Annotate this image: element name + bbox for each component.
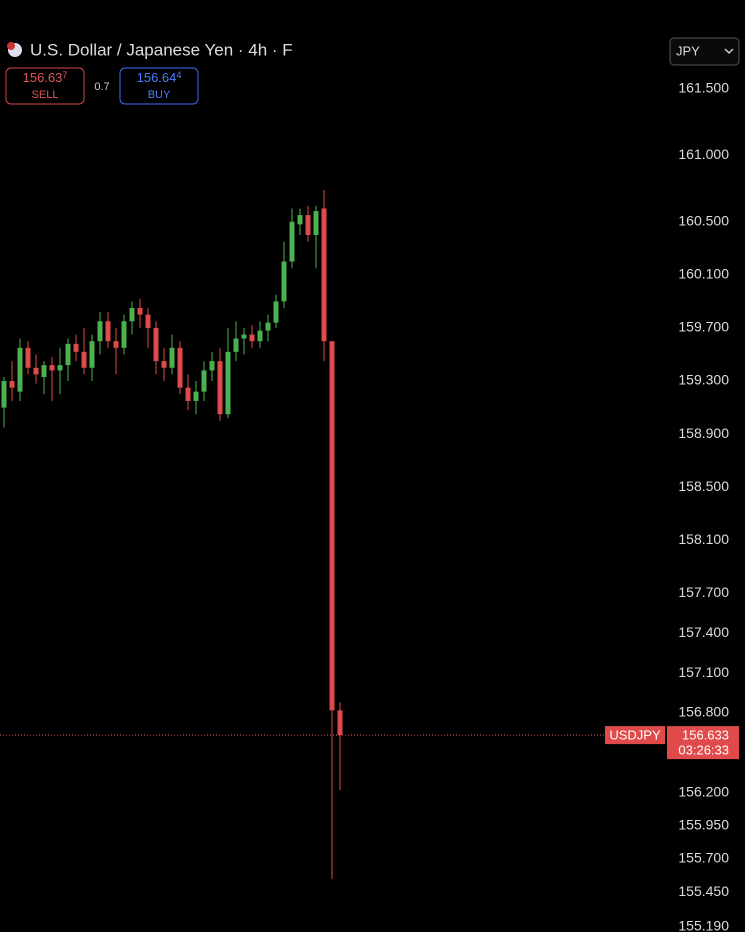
- candle-body: [241, 334, 247, 339]
- y-tick-label: 158.500: [678, 478, 729, 494]
- y-tick-label: 161.000: [678, 146, 729, 162]
- candle-body: [161, 361, 167, 368]
- plot-area: 161.500 161.000 160.500 160.100 159.700 159.3…: [0, 80, 739, 932]
- candle-body: [129, 308, 135, 322]
- candle-body: [297, 215, 303, 225]
- symbol-tag: [605, 726, 665, 745]
- y-tick-label: 159.700: [678, 319, 729, 335]
- candle-body: [169, 347, 175, 368]
- y-tick-label: 155.450: [678, 883, 729, 899]
- y-tick-label: 157.400: [678, 624, 729, 640]
- y-tick-label: 157.100: [678, 664, 729, 680]
- candle-body: [193, 391, 199, 401]
- header: U.S. Dollar / Japanese Yen · 4h · F 156.…: [5, 37, 740, 105]
- candle-body: [49, 365, 55, 371]
- candle-body: [81, 351, 87, 368]
- candle-body: [121, 321, 127, 348]
- candle-body: [313, 211, 319, 235]
- candle-body: [137, 308, 143, 315]
- sell-price: 156.637: [23, 70, 68, 85]
- candle-body: [209, 361, 215, 371]
- currency-select[interactable]: [669, 37, 740, 66]
- candle-body: [201, 370, 207, 392]
- sell-pip: 7: [62, 70, 67, 80]
- candle-body: [249, 334, 255, 342]
- y-tick-label: 155.950: [678, 816, 729, 832]
- y-tick-label: 158.900: [678, 425, 729, 441]
- candle-body: [33, 367, 39, 375]
- y-tick-label: 160.500: [678, 212, 729, 228]
- sell-label: SELL: [32, 89, 59, 101]
- candle-body: [145, 314, 151, 328]
- buy-button[interactable]: [119, 67, 199, 105]
- price-tag-label: 156.633: [682, 728, 729, 743]
- candle-body: [41, 365, 47, 378]
- candle-body: [113, 341, 119, 348]
- candle-body: [9, 381, 15, 388]
- countdown-label: 03:26:33: [678, 743, 729, 758]
- candle-body: [281, 261, 287, 302]
- candle-body: [329, 341, 335, 711]
- candle-body: [89, 341, 95, 368]
- buy-price-main: 156.64: [137, 70, 177, 85]
- symbol-title: U.S. Dollar / Japanese Yen · 4h · F: [30, 40, 293, 59]
- flag-icon: [7, 42, 15, 50]
- buy-label: BUY: [148, 89, 171, 101]
- candle-body: [217, 361, 223, 415]
- candle-body: [73, 343, 79, 352]
- candle-body: [177, 347, 183, 388]
- candle-body: [185, 387, 191, 401]
- spread: 0.7: [94, 81, 109, 93]
- chevron-icon: [724, 48, 734, 55]
- y-tick-label: 159.300: [678, 372, 729, 388]
- sell-button[interactable]: [5, 67, 85, 105]
- candle-body: [233, 338, 239, 352]
- candle-body: [65, 343, 71, 366]
- y-tick-label: 156.800: [678, 704, 729, 720]
- buy-pip: 4: [176, 70, 181, 80]
- candle-body: [225, 351, 231, 415]
- candle-body: [1, 381, 7, 408]
- candle-body: [17, 347, 23, 392]
- currency-label: JPY: [676, 43, 700, 58]
- price-tag: [667, 726, 739, 760]
- candle-body: [289, 221, 295, 262]
- symbol-tag-label: USDJPY: [609, 728, 661, 743]
- candle-body: [105, 321, 111, 342]
- y-tick-label: 160.100: [678, 266, 729, 282]
- y-tick-label: 156.200: [678, 783, 729, 799]
- buy-price: 156.644: [137, 70, 182, 85]
- y-tick-label: 155.700: [678, 850, 729, 866]
- candle-body: [265, 322, 271, 331]
- candle-body: [257, 330, 263, 342]
- y-tick-label: 161.500: [678, 80, 729, 96]
- sell-price-main: 156.63: [23, 70, 63, 85]
- candle-body: [153, 327, 159, 362]
- y-tick-label: 157.700: [678, 584, 729, 600]
- y-tick-label: 155.190: [678, 917, 729, 932]
- candle-body: [97, 321, 103, 342]
- candle-body: [57, 365, 63, 371]
- candle-body: [273, 301, 279, 323]
- y-tick-label: 158.100: [678, 531, 729, 547]
- candle-body: [305, 215, 311, 235]
- candle-body: [25, 347, 31, 368]
- candle-body: [337, 710, 343, 736]
- candle-body: [321, 208, 327, 342]
